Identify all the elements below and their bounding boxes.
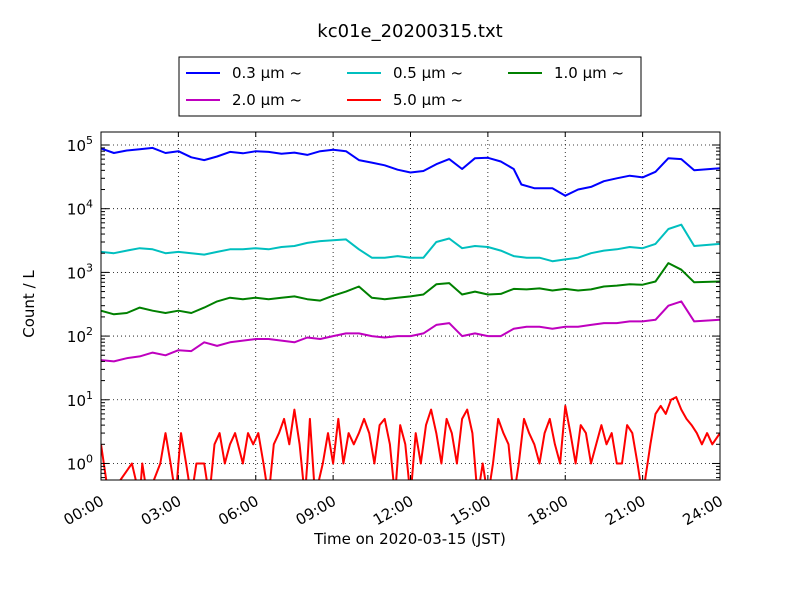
x-axis-label: Time on 2020-03-15 (JST) <box>313 530 506 548</box>
y-tick-label: 101 <box>67 389 93 410</box>
chart-title: kc01e_20200315.txt <box>317 21 502 42</box>
y-tick-label: 105 <box>67 134 93 155</box>
legend-label-3: 1.0 μm ~ <box>554 64 624 82</box>
legend: 0.3 μm ~ 0.5 μm ~ 1.0 μm ~ 2.0 μm ~ 5.0 μm ~ <box>178 56 642 117</box>
legend-label-4: 2.0 μm ~ <box>232 91 302 109</box>
series-layer <box>101 146 720 480</box>
y-axis-label: Count / L <box>20 270 38 338</box>
y-tick-label: 104 <box>67 198 93 219</box>
y-tick-label: 103 <box>67 261 93 282</box>
legend-label-5: 5.0 μm ~ <box>393 91 463 109</box>
series-line-5 <box>101 396 720 480</box>
series-line-1 <box>101 146 720 197</box>
y-tick-label: 100 <box>67 452 93 473</box>
y-tick-label: 102 <box>67 325 93 346</box>
legend-label-2: 0.5 μm ~ <box>393 64 463 82</box>
legend-box <box>178 56 642 117</box>
legend-label-1: 0.3 μm ~ <box>232 64 302 82</box>
series-line-4 <box>101 300 720 363</box>
series-line-2 <box>101 223 720 263</box>
series-line-3 <box>101 262 720 316</box>
y-axis: 100 101 102 103 104 105 <box>67 134 720 479</box>
